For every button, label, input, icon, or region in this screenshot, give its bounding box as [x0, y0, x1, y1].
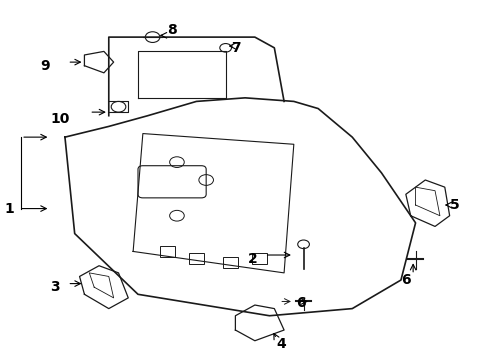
Polygon shape: [235, 305, 284, 341]
Polygon shape: [84, 51, 114, 73]
Text: 10: 10: [50, 112, 70, 126]
Bar: [189, 253, 204, 264]
Text: 6: 6: [401, 273, 411, 287]
Text: 6: 6: [296, 296, 306, 310]
Polygon shape: [406, 180, 450, 226]
Bar: [252, 253, 267, 264]
Text: 7: 7: [231, 41, 240, 55]
Bar: [223, 257, 238, 267]
Text: 9: 9: [41, 59, 50, 73]
Polygon shape: [79, 266, 128, 309]
Text: 2: 2: [247, 252, 257, 266]
Text: 1: 1: [4, 202, 14, 216]
Text: 4: 4: [277, 337, 287, 351]
Text: 5: 5: [450, 198, 460, 212]
Text: 3: 3: [50, 280, 60, 294]
Bar: [160, 246, 174, 257]
Text: 8: 8: [167, 23, 177, 37]
